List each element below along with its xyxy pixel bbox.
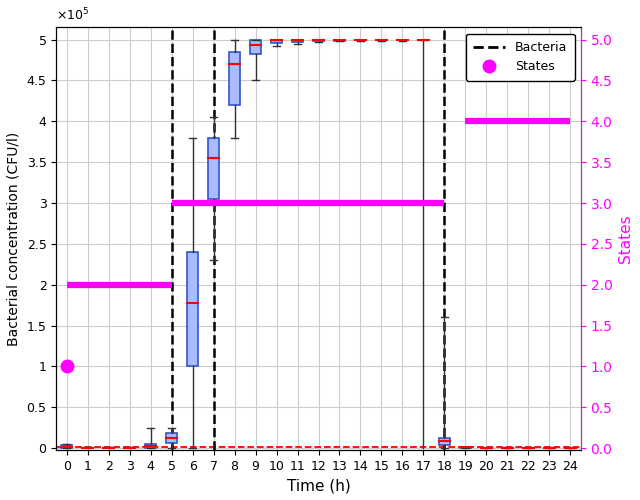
Bar: [313, 40, 324, 42]
Bar: [333, 40, 345, 41]
Bar: [187, 252, 198, 366]
Bar: [271, 40, 282, 43]
X-axis label: Time (h): Time (h): [287, 478, 350, 493]
Y-axis label: Bacterial concentration (CFU/l): Bacterial concentration (CFU/l): [7, 132, 21, 346]
Bar: [208, 138, 220, 199]
Text: $\times 10^5$: $\times 10^5$: [56, 6, 90, 23]
Bar: [166, 432, 177, 443]
Bar: [438, 438, 450, 445]
Bar: [250, 40, 261, 54]
Y-axis label: States: States: [618, 214, 633, 263]
Legend: Bacteria, States: Bacteria, States: [466, 34, 575, 81]
Bar: [460, 447, 471, 448]
Bar: [145, 444, 156, 448]
Bar: [292, 40, 303, 42]
Bar: [229, 52, 241, 105]
Bar: [61, 446, 72, 448]
